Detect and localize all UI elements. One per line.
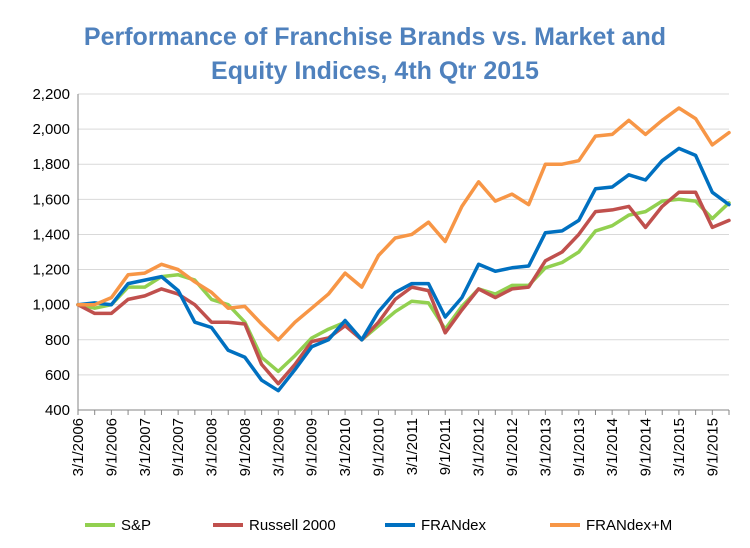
y-tick-label: 600 xyxy=(45,367,70,384)
x-tick-label: 9/1/2012 xyxy=(504,418,521,476)
y-tick-label: 800 xyxy=(45,332,70,349)
axes xyxy=(77,94,730,415)
chart-title-line2: Equity Indices, 4th Qtr 2015 xyxy=(211,57,539,85)
series-line-russell-2000 xyxy=(76,190,731,386)
x-tick-label: 3/1/2007 xyxy=(137,418,154,476)
x-tick-label: 3/1/2011 xyxy=(404,418,421,475)
legend-label-russell: Russell 2000 xyxy=(249,516,336,534)
series-line-s-p xyxy=(76,197,731,374)
chart-title: Performance of Franchise Brands vs. Mark… xyxy=(0,20,750,88)
legend-item-frandex: FRANdex xyxy=(385,514,486,536)
x-tick-label: 3/1/2014 xyxy=(604,418,621,476)
x-tick-label: 9/1/2007 xyxy=(170,418,187,476)
x-tick-label: 3/1/2008 xyxy=(204,418,221,476)
x-tick-label: 9/1/2006 xyxy=(103,418,120,476)
x-tick-label: 3/1/2015 xyxy=(671,418,688,476)
legend: S&P Russell 2000 FRANdex FRANdex+M xyxy=(0,514,750,538)
legend-item-russell: Russell 2000 xyxy=(213,514,336,536)
legend-swatch-russell xyxy=(213,523,243,527)
x-tick-label: 9/1/2013 xyxy=(571,418,588,476)
legend-swatch-frandex xyxy=(385,523,415,527)
legend-label-frandex: FRANdex xyxy=(421,516,487,534)
series-line-frandex-m xyxy=(76,106,731,342)
x-tick-label: 3/1/2006 xyxy=(70,418,87,476)
x-tick-label: 3/1/2009 xyxy=(270,418,287,476)
series-line-frandex xyxy=(76,146,731,393)
legend-item-frandexm: FRANdex+M xyxy=(550,514,672,536)
legend-swatch-sp xyxy=(85,523,115,527)
x-tick-label: 3/1/2013 xyxy=(537,418,554,476)
x-tick-label: 9/1/2014 xyxy=(638,418,655,476)
legend-label-sp: S&P xyxy=(121,516,152,534)
y-axis-ticks: 400 600 800 1,000 1,200 1,400 1,600 1,800 2,000 2… xyxy=(32,86,70,419)
legend-item-sp: S&P xyxy=(85,514,151,536)
x-tick-label: 3/1/2010 xyxy=(337,418,354,476)
x-axis-ticks: 3/1/2006 9/1/2006 3/1/2007 9/1/2007 3/1/2008… xyxy=(70,418,721,476)
y-tick-label: 1,000 xyxy=(32,297,70,314)
y-tick-label: 1,200 xyxy=(32,262,70,279)
legend-label-frandexm: FRANdex+M xyxy=(586,516,673,534)
chart-title-line1: Performance of Franchise Brands vs. Mark… xyxy=(83,23,667,51)
x-tick-label: 9/1/2015 xyxy=(704,418,721,476)
y-tick-label: 1,800 xyxy=(32,156,70,173)
y-tick-label: 2,000 xyxy=(32,121,70,138)
y-tick-label: 2,200 xyxy=(32,86,70,103)
x-tick-label: 9/1/2008 xyxy=(237,418,254,476)
x-tick-label: 9/1/2010 xyxy=(370,418,387,476)
x-tick-label: 9/1/2009 xyxy=(304,418,321,476)
y-tick-label: 1,600 xyxy=(32,191,70,208)
legend-swatch-frandexm xyxy=(550,523,580,527)
y-tick-label: 1,400 xyxy=(32,226,70,243)
series-lines xyxy=(76,106,731,393)
x-tick-label: 9/1/2011 xyxy=(437,418,454,475)
y-tick-label: 400 xyxy=(45,402,70,419)
x-tick-label: 3/1/2012 xyxy=(471,418,488,476)
